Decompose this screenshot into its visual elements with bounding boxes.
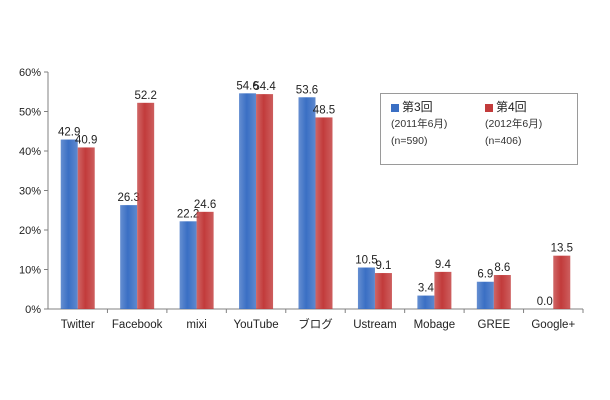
x-tick-label: Mobage xyxy=(414,319,456,331)
legend-label-series-2: 第4回 xyxy=(496,100,527,114)
legend-swatch-series-1 xyxy=(391,103,399,112)
bar-1 xyxy=(120,205,138,309)
bar-2 xyxy=(315,117,333,309)
legend-item-series-2: 第4回 (2012年6月) (n=406) xyxy=(485,100,575,149)
x-tick-label: mixi xyxy=(186,319,206,331)
legend-period-series-2: (2012年6月) xyxy=(485,118,543,130)
data-label: 10.5 xyxy=(355,255,377,267)
x-tick-label: ブログ xyxy=(298,317,333,331)
data-label: 42.9 xyxy=(58,127,80,139)
bar-2 xyxy=(553,255,571,309)
x-tick-label: GREE xyxy=(478,319,511,331)
y-tick-label: 20% xyxy=(19,225,41,237)
data-label: 13.5 xyxy=(551,243,573,255)
data-label: 24.6 xyxy=(194,199,216,211)
legend-swatch-series-2 xyxy=(485,103,493,112)
y-tick-label: 10% xyxy=(19,265,41,277)
x-tick-label: Twitter xyxy=(61,319,95,331)
x-tick-label: Google+ xyxy=(531,319,575,331)
legend-sample-series-2: (n=406) xyxy=(485,135,522,147)
data-label: 0.0 xyxy=(537,296,553,308)
y-tick-label: 0% xyxy=(25,304,41,316)
legend-label-series-1: 第3回 xyxy=(402,100,433,114)
data-label: 53.6 xyxy=(296,84,318,96)
data-label: 9.4 xyxy=(435,259,452,271)
y-tick-label: 50% xyxy=(19,107,41,119)
bar-2 xyxy=(196,211,214,309)
bar-1 xyxy=(417,295,435,309)
data-label: 26.3 xyxy=(117,192,139,204)
bar-2 xyxy=(493,275,511,309)
data-label: 40.9 xyxy=(75,134,97,146)
legend-item-series-1: 第3回 (2011年6月) (n=590) xyxy=(391,100,481,149)
bar-1 xyxy=(60,139,78,309)
bar-2 xyxy=(434,271,452,309)
chart-legend: 第3回 (2011年6月) (n=590) 第4回 (2012年6月) (n=4… xyxy=(380,93,578,165)
bar-1 xyxy=(476,281,494,309)
bar-2 xyxy=(137,102,155,309)
bar-1 xyxy=(179,221,197,309)
legend-sample-series-1: (n=590) xyxy=(391,135,428,147)
y-tick-label: 30% xyxy=(19,186,41,198)
data-label: 22.2 xyxy=(177,208,199,220)
data-label: 6.9 xyxy=(477,269,493,281)
x-tick-label: YouTube xyxy=(233,319,278,331)
x-tick-label: Facebook xyxy=(112,319,163,331)
bar-2 xyxy=(77,147,95,309)
data-label: 8.6 xyxy=(494,262,510,274)
data-label: 54.4 xyxy=(253,81,276,93)
x-tick-label: Ustream xyxy=(353,319,396,331)
y-tick-label: 40% xyxy=(19,146,41,158)
legend-period-series-1: (2011年6月) xyxy=(391,118,448,130)
bar-1 xyxy=(357,267,375,309)
data-label: 9.1 xyxy=(375,260,391,272)
bar-1 xyxy=(239,93,257,309)
y-tick-label: 60% xyxy=(19,67,41,79)
data-label: 3.4 xyxy=(418,283,435,295)
bar-1 xyxy=(298,97,316,309)
data-label: 54.6 xyxy=(236,80,258,92)
data-label: 52.2 xyxy=(134,90,156,102)
bar-2 xyxy=(374,273,392,309)
data-label: 48.5 xyxy=(313,104,335,116)
bar-2 xyxy=(256,94,274,310)
